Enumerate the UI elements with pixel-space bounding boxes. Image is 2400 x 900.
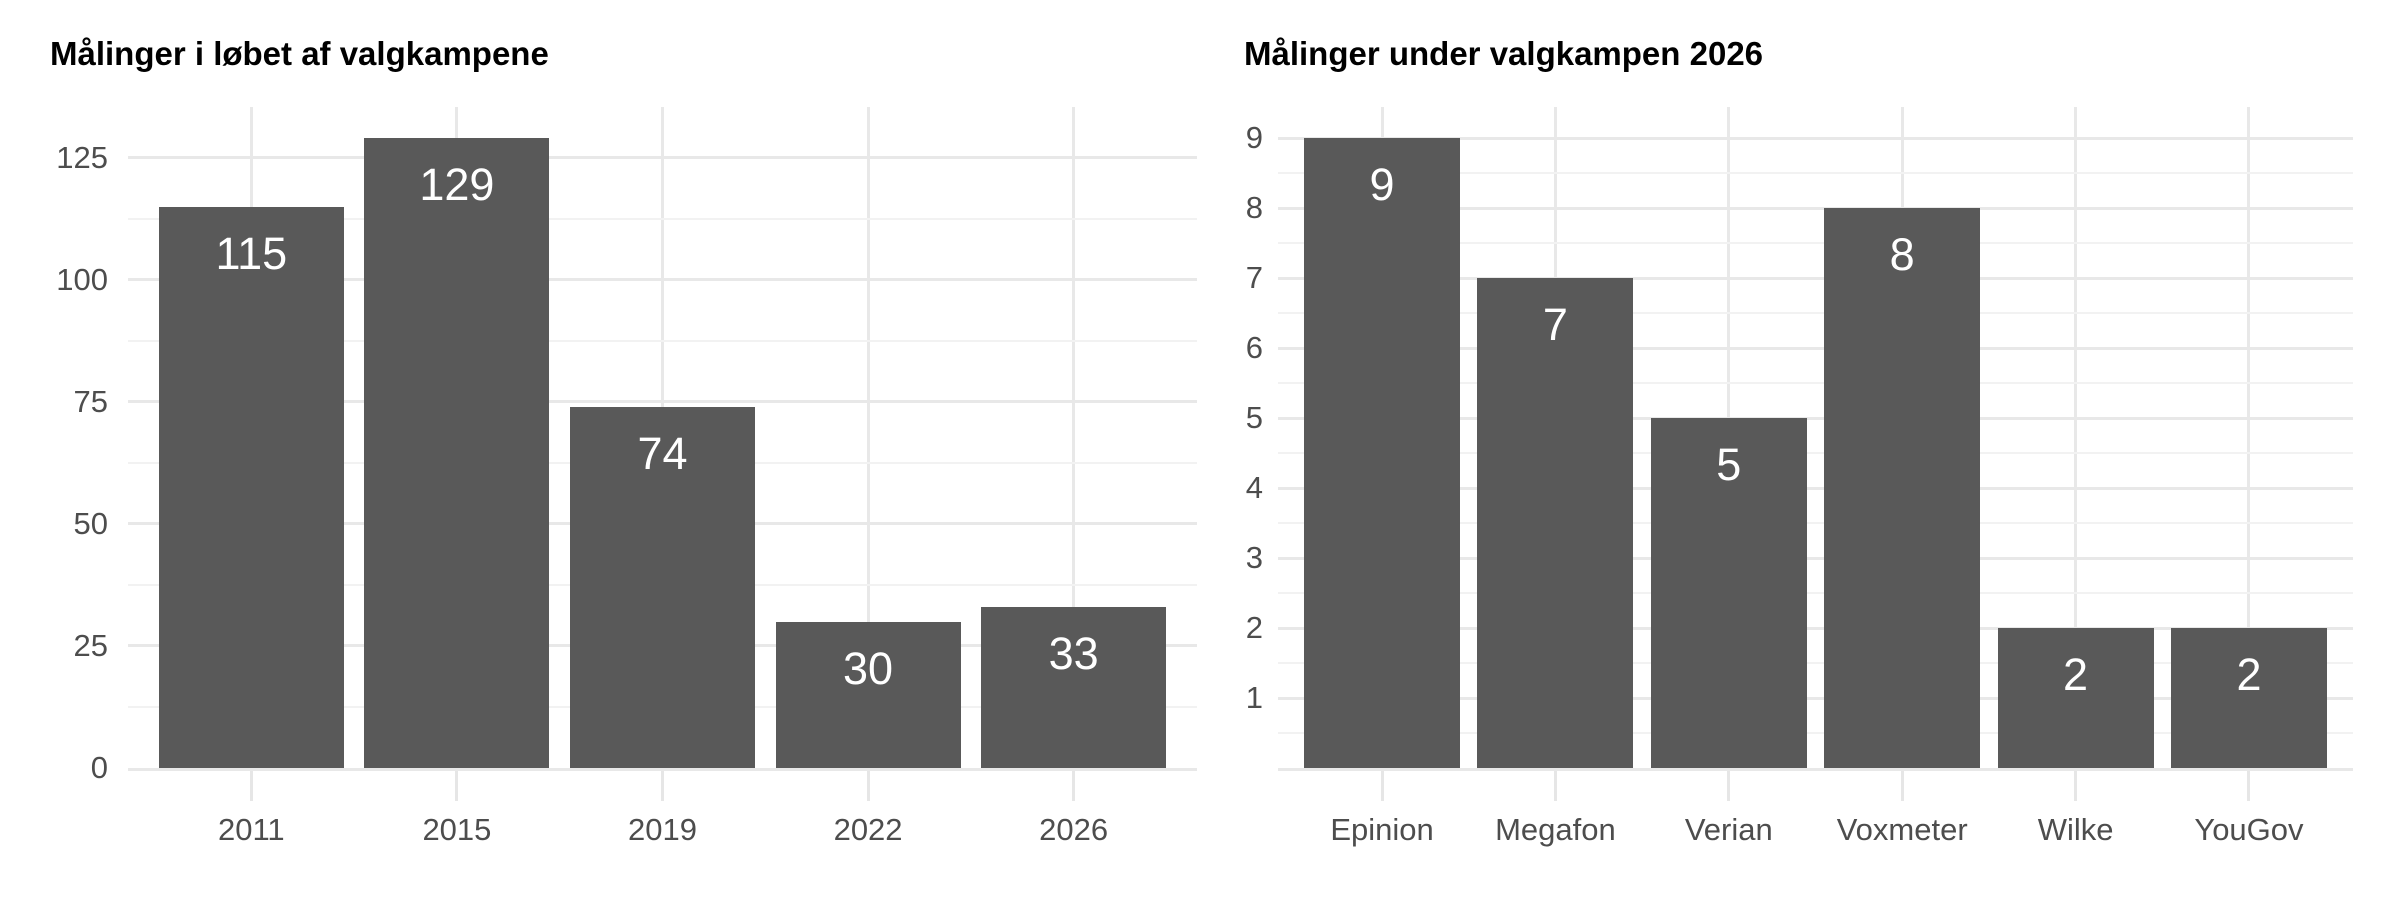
x-tick-label: Megafon bbox=[1495, 812, 1616, 847]
x-tick-mark bbox=[1072, 771, 1076, 801]
x-tick-mark bbox=[249, 771, 253, 801]
axis-baseline bbox=[128, 768, 1197, 771]
chart-title-left: Målinger i løbet af valgkampene bbox=[50, 35, 549, 72]
bar-2022 bbox=[775, 621, 961, 768]
gridline-minor bbox=[1278, 732, 2353, 735]
x-tick-label: YouGov bbox=[2194, 812, 2304, 847]
y-tick-label: 8 bbox=[1245, 190, 1263, 226]
x-tick-mark bbox=[1900, 771, 1904, 801]
y-tick-label: 75 bbox=[73, 383, 108, 419]
x-tick-mark bbox=[1727, 771, 1731, 801]
gridline-vertical bbox=[866, 107, 870, 768]
gridline-major bbox=[1278, 276, 2353, 280]
bar-value-label: 5 bbox=[1716, 439, 1742, 491]
gridline-major bbox=[1278, 136, 2353, 140]
gridline-major bbox=[1278, 626, 2353, 630]
bar-value-label: 115 bbox=[215, 227, 288, 279]
gridline-minor bbox=[1278, 172, 2353, 175]
bar-verian bbox=[1650, 418, 1807, 768]
y-tick-label: 4 bbox=[1245, 470, 1263, 506]
bar-value-label: 129 bbox=[419, 159, 495, 211]
y-tick-label: 3 bbox=[1245, 540, 1263, 576]
y-tick-label: 2 bbox=[1245, 610, 1263, 646]
bar-value-label: 33 bbox=[1048, 627, 1099, 679]
y-tick-label: 100 bbox=[56, 261, 108, 297]
gridline-minor bbox=[1278, 312, 2353, 315]
x-tick-label: Verian bbox=[1684, 812, 1773, 847]
bar-wilke bbox=[1997, 628, 2154, 768]
x-tick-label: 2026 bbox=[1039, 812, 1109, 847]
bar-2019 bbox=[569, 406, 755, 768]
chart-polls-per-campaign: Målinger i løbet af valgkampene 115 2011 1… bbox=[50, 35, 1197, 847]
bar-2015 bbox=[364, 138, 550, 768]
x-tick-mark bbox=[2074, 771, 2078, 801]
x-tick-label: Voxmeter bbox=[1836, 812, 1968, 847]
y-tick-label: 0 bbox=[90, 750, 108, 785]
x-tick-mark bbox=[2247, 771, 2251, 801]
gridline-major bbox=[1278, 346, 2353, 350]
y-tick-label: 50 bbox=[73, 505, 108, 541]
gridline-vertical bbox=[1072, 107, 1076, 768]
gridline-major bbox=[128, 278, 1197, 282]
gridline-vertical bbox=[2074, 107, 2078, 768]
bar-value-label: 30 bbox=[843, 642, 894, 694]
gridline-minor bbox=[128, 339, 1197, 342]
x-tick-mark bbox=[1380, 771, 1384, 801]
y-tick-label: 6 bbox=[1245, 330, 1263, 366]
bar-2026 bbox=[981, 606, 1167, 768]
gridline-major bbox=[128, 400, 1197, 404]
chart-title-right: Målinger under valgkampen 2026 bbox=[1244, 35, 1764, 72]
gridline-minor bbox=[1278, 662, 2353, 665]
gridline-major bbox=[128, 156, 1197, 160]
x-tick-label: Epinion bbox=[1330, 812, 1434, 847]
y-tick-label: 9 bbox=[1245, 120, 1263, 156]
x-tick-label: Wilke bbox=[2037, 812, 2114, 847]
gridline-major bbox=[1278, 696, 2353, 700]
bar-epinion bbox=[1304, 138, 1461, 768]
bar-value-label: 8 bbox=[1889, 229, 1915, 281]
gridline-major bbox=[1278, 556, 2353, 560]
bar-voxmeter bbox=[1824, 208, 1981, 768]
y-tick-label: 5 bbox=[1245, 400, 1263, 436]
bar-yougov bbox=[2170, 628, 2327, 768]
y-tick-label: 25 bbox=[73, 627, 108, 663]
bar-value-label: 7 bbox=[1542, 299, 1568, 351]
bar-megafon bbox=[1477, 278, 1634, 768]
gridline-major bbox=[1278, 416, 2353, 420]
chart-polls-2026-by-pollster: Målinger under valgkampen 2026 9 Epinion 7… bbox=[1200, 0, 2400, 900]
x-tick-label: 2022 bbox=[833, 812, 903, 847]
gridline-minor bbox=[128, 217, 1197, 220]
x-tick-label: 2015 bbox=[422, 812, 492, 847]
gridline-minor bbox=[1278, 522, 2353, 525]
bar-value-label: 74 bbox=[637, 427, 688, 479]
y-tick-label: 1 bbox=[1245, 680, 1263, 716]
y-tick-label: 7 bbox=[1245, 260, 1263, 296]
x-tick-mark bbox=[455, 771, 459, 801]
gridline-minor bbox=[1278, 592, 2353, 595]
bar-value-label: 2 bbox=[2063, 649, 2089, 701]
gridline-major bbox=[1278, 486, 2353, 490]
y-tick-label: 125 bbox=[56, 139, 108, 175]
axis-baseline bbox=[1278, 768, 2353, 771]
bar-2011 bbox=[158, 206, 344, 768]
x-tick-mark bbox=[661, 771, 664, 801]
gridline-vertical bbox=[2247, 107, 2251, 768]
bar-value-label: 2 bbox=[2236, 649, 2262, 701]
x-tick-mark bbox=[1553, 771, 1557, 801]
gridline-minor bbox=[1278, 452, 2353, 455]
x-tick-label: 2011 bbox=[218, 812, 285, 847]
gridline-minor bbox=[1278, 242, 2353, 245]
gridline-minor bbox=[1278, 382, 2353, 385]
x-tick-label: 2019 bbox=[628, 812, 697, 847]
bar-value-label: 9 bbox=[1369, 159, 1395, 211]
x-tick-mark bbox=[866, 771, 870, 801]
gridline-major bbox=[1278, 206, 2353, 210]
